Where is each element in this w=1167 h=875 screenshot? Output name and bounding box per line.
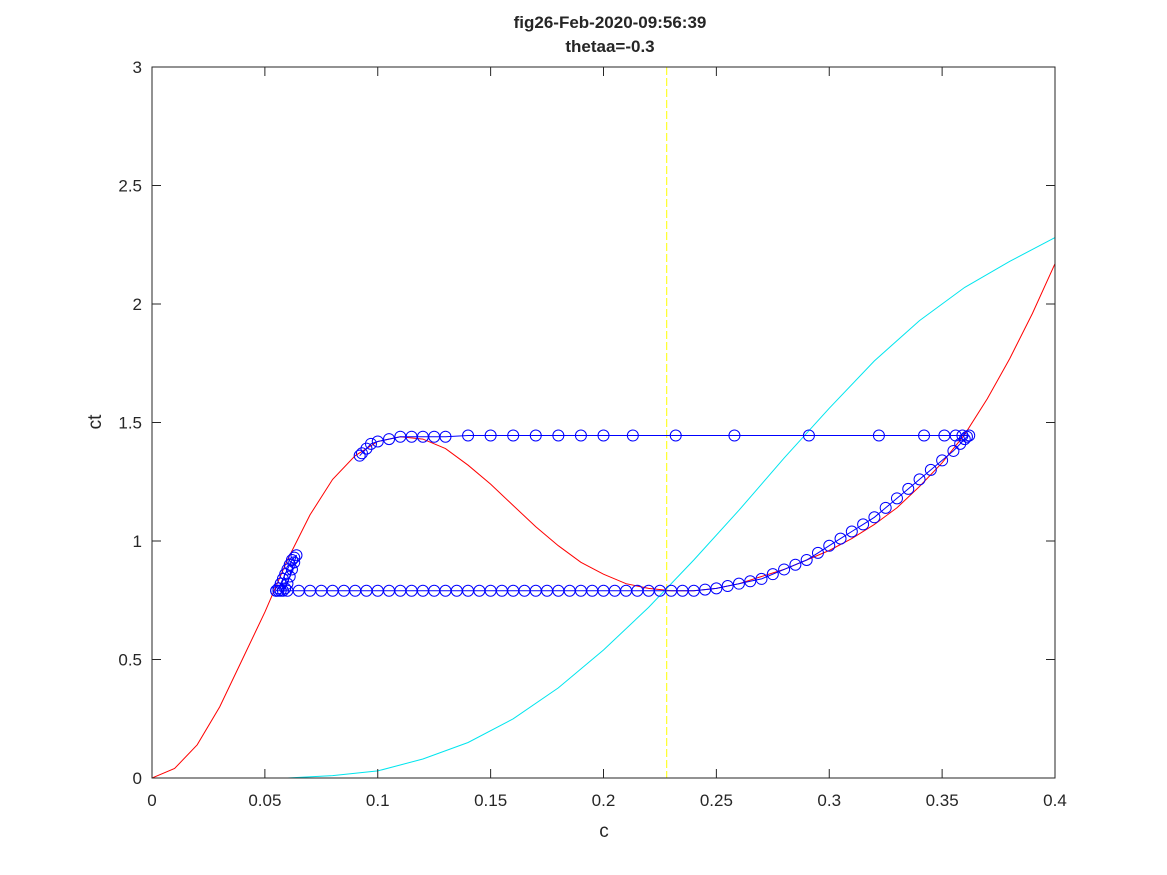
series-line-1: [152, 237, 1055, 778]
data-point: [597, 429, 610, 442]
data-point: [879, 501, 892, 514]
data-point: [355, 447, 368, 460]
data-point: [834, 532, 847, 545]
y-tick-label: 1.5: [118, 414, 142, 433]
y-tick-label: 0: [133, 769, 142, 788]
x-axis-label: c: [599, 821, 609, 842]
data-point: [507, 429, 520, 442]
data-point: [823, 539, 836, 552]
data-point: [938, 429, 951, 442]
data-point: [353, 449, 366, 462]
data-point: [963, 429, 976, 442]
data-point: [288, 551, 301, 564]
data-point: [789, 558, 802, 571]
data-point: [360, 442, 373, 455]
data-point: [766, 568, 779, 581]
data-point: [283, 570, 296, 583]
x-tick-label: 0.15: [474, 791, 507, 810]
y-tick-label: 2: [133, 295, 142, 314]
x-tick-label: 0: [147, 791, 156, 810]
data-point: [285, 563, 298, 576]
data-point: [956, 429, 969, 442]
data-point: [902, 482, 915, 495]
series-line-0: [152, 263, 1055, 778]
data-point: [394, 430, 407, 443]
y-tick-label: 0.5: [118, 651, 142, 670]
data-point: [574, 429, 587, 442]
data-point: [371, 435, 384, 448]
y-tick-label: 3: [133, 58, 142, 77]
data-point: [732, 577, 745, 590]
x-tick-label: 0.05: [248, 791, 281, 810]
data-point: [529, 429, 542, 442]
axes-box: [151, 66, 1056, 779]
data-point: [845, 525, 858, 538]
data-point: [802, 429, 815, 442]
y-axis: 0 0.5 1 1.5 2 2.5 3: [118, 58, 1055, 788]
data-point: [484, 429, 497, 442]
data-point: [913, 473, 926, 486]
data-point: [626, 429, 639, 442]
data-point: [872, 429, 885, 442]
y-axis-label: ct: [85, 414, 106, 430]
series-line-3: [275, 435, 970, 592]
data-point: [383, 433, 396, 446]
data-point: [290, 549, 303, 562]
plot-area: [152, 67, 1055, 778]
data-point: [728, 429, 741, 442]
data-point: [890, 492, 903, 505]
y-tick-label: 2.5: [118, 177, 142, 196]
data-point: [710, 582, 723, 595]
chart-title: fig26-Feb-2020-09:56:39: [514, 13, 707, 32]
data-point: [755, 572, 768, 585]
y-tick-label: 1: [133, 532, 142, 551]
data-point: [918, 429, 931, 442]
data-point: [744, 575, 757, 588]
data-point: [288, 556, 301, 569]
x-tick-label: 0.1: [366, 791, 390, 810]
data-point: [552, 429, 565, 442]
data-point: [669, 429, 682, 442]
x-tick-label: 0.4: [1043, 791, 1067, 810]
data-point: [462, 429, 475, 442]
data-point: [721, 580, 734, 593]
data-point: [936, 454, 949, 467]
data-point: [811, 546, 824, 559]
data-point: [364, 437, 377, 450]
x-axis: 0 0.05 0.1 0.15 0.2 0.25 0.3 0.35 0.4: [147, 67, 1067, 810]
data-point: [778, 563, 791, 576]
chart-subtitle: thetaa=-0.3: [565, 37, 654, 56]
x-tick-label: 0.35: [926, 791, 959, 810]
data-point: [285, 553, 298, 566]
data-point: [857, 518, 870, 531]
data-point: [868, 511, 881, 524]
data-point: [947, 444, 960, 457]
x-tick-label: 0.2: [592, 791, 616, 810]
data-point: [800, 553, 813, 566]
data-point: [924, 463, 937, 476]
x-tick-label: 0.3: [817, 791, 841, 810]
x-tick-label: 0.25: [700, 791, 733, 810]
